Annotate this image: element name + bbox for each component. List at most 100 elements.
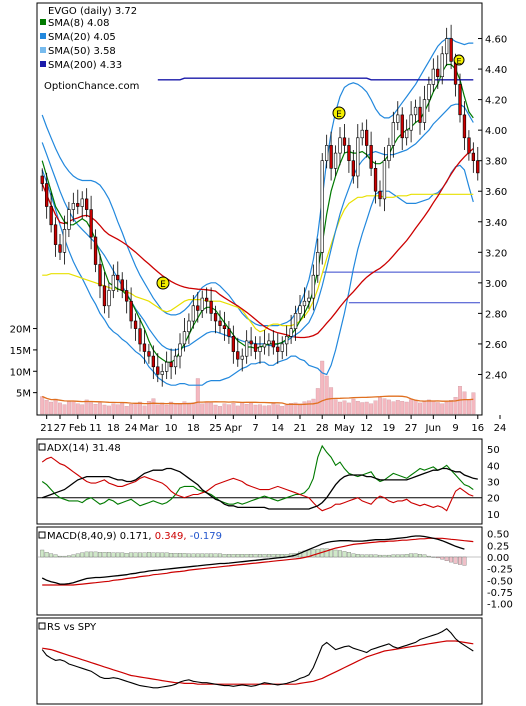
legend-entry: SMA(8) 4.08	[48, 18, 109, 29]
volume-bar	[209, 402, 214, 415]
volume-bar	[293, 402, 298, 415]
volume-bar	[275, 404, 280, 415]
candle-body	[431, 68, 436, 85]
volume-bar	[235, 405, 240, 415]
legend-entry: SMA(20) 4.05	[48, 32, 116, 43]
volume-bar	[435, 402, 440, 415]
signal-value: -0.179	[190, 531, 222, 542]
volume-bar	[444, 401, 449, 415]
candle-body	[413, 106, 418, 116]
macd-histogram-bar	[462, 556, 467, 566]
date-axis: 21 27 Feb 11 18 24 Mar 10 18 25 Apr 7 14 21 28 May 12 19 2…	[40, 415, 506, 434]
candle-body	[360, 129, 364, 139]
candle-body	[280, 343, 284, 352]
candle-body	[378, 190, 382, 200]
candle-body	[240, 355, 244, 360]
macd-histogram-bar	[218, 553, 222, 558]
volume-bar	[333, 399, 338, 415]
volume-bar	[324, 375, 329, 415]
macd-histogram-bar	[418, 554, 422, 558]
date-tick-label: Jun	[425, 423, 442, 434]
price-tick-label: 4.60	[485, 35, 507, 46]
volume-bar	[146, 401, 151, 415]
candle-body	[205, 297, 209, 302]
candle-body	[142, 343, 147, 352]
macd-histogram-bar	[204, 553, 209, 558]
macd-tick-label: -0.25	[487, 565, 513, 576]
macd-histogram-bar	[195, 553, 200, 558]
macd-histogram-bar	[102, 552, 107, 558]
macd-histogram-bar	[324, 548, 329, 558]
candle-body	[462, 114, 467, 139]
volume-bar	[373, 400, 378, 415]
candle-body	[227, 328, 231, 337]
macd-histogram-bar	[422, 554, 427, 558]
candle-body	[391, 122, 396, 146]
date-tick-label: Feb	[69, 423, 87, 434]
candle-body	[62, 229, 67, 253]
legend-entry: SMA(200) 4.33	[48, 60, 122, 71]
candle-body	[245, 340, 249, 357]
volume-bar	[111, 403, 116, 415]
macd-histogram-bar	[435, 556, 440, 559]
candle-body	[329, 145, 333, 169]
candle-body	[253, 343, 258, 352]
volume-bar	[138, 401, 142, 415]
volume-bar	[164, 404, 169, 415]
candle-body	[471, 152, 476, 162]
candle-body	[307, 297, 311, 302]
candle-body	[49, 206, 53, 226]
candle-body	[444, 38, 449, 55]
adx-label: ADX(14) 31.48	[47, 443, 121, 454]
marker-label: E	[336, 110, 342, 120]
legend-swatch	[40, 33, 46, 39]
adx-tick-label: 30	[487, 478, 500, 489]
candle-body	[396, 114, 400, 123]
macd-value: 0.349,	[155, 531, 187, 542]
candle-body	[156, 366, 160, 375]
macd-histogram-bar	[311, 549, 316, 558]
volume-bar	[231, 403, 236, 415]
macd-histogram-bar	[262, 554, 267, 558]
macd-histogram-bar	[431, 556, 436, 558]
price-tick-label: 4.40	[485, 65, 507, 76]
candle-body	[58, 244, 62, 253]
date-tick-label: 19	[383, 423, 396, 434]
adx-series: 50 40 30 20 10	[37, 444, 500, 521]
candle-body	[436, 68, 440, 77]
macd-histogram-bar	[40, 549, 45, 558]
date-tick-label: 21	[294, 423, 307, 434]
candle-body	[342, 137, 347, 146]
candle-body	[311, 274, 316, 299]
rs-ma-line	[42, 640, 474, 685]
volume-bar	[44, 400, 49, 415]
upper-band-line	[41, 37, 474, 327]
macd-histogram-bar	[58, 555, 62, 558]
volume-bar	[431, 401, 436, 415]
volume-bar	[204, 401, 209, 415]
marker-label: E	[456, 57, 461, 66]
date-tick-label: 24	[125, 423, 138, 434]
macd-histogram-bar	[138, 552, 142, 558]
volume-bar	[453, 397, 458, 415]
candle-body	[320, 160, 324, 253]
candle-body	[298, 305, 302, 314]
lower-band-line	[41, 164, 474, 386]
volume-bar	[386, 399, 391, 415]
volume-bar	[471, 392, 476, 415]
candle-body	[89, 209, 93, 238]
price-panel-frame	[36, 2, 483, 416]
macd-histogram-bar	[66, 555, 71, 558]
date-tick-label: Mar	[139, 423, 159, 434]
macd-histogram-bar	[351, 553, 356, 558]
macd-histogram-bar	[244, 554, 249, 558]
volume-bar	[71, 400, 76, 415]
macd-panel-frame	[36, 526, 483, 616]
price-tick-label: 4.00	[485, 126, 507, 137]
adx-tick-label: 10	[487, 510, 500, 521]
volume-bar	[369, 403, 374, 415]
volume-bar	[409, 399, 414, 415]
macd-histogram-bar	[413, 553, 418, 558]
candle-body	[116, 274, 120, 281]
macd-histogram-bar	[169, 553, 174, 558]
